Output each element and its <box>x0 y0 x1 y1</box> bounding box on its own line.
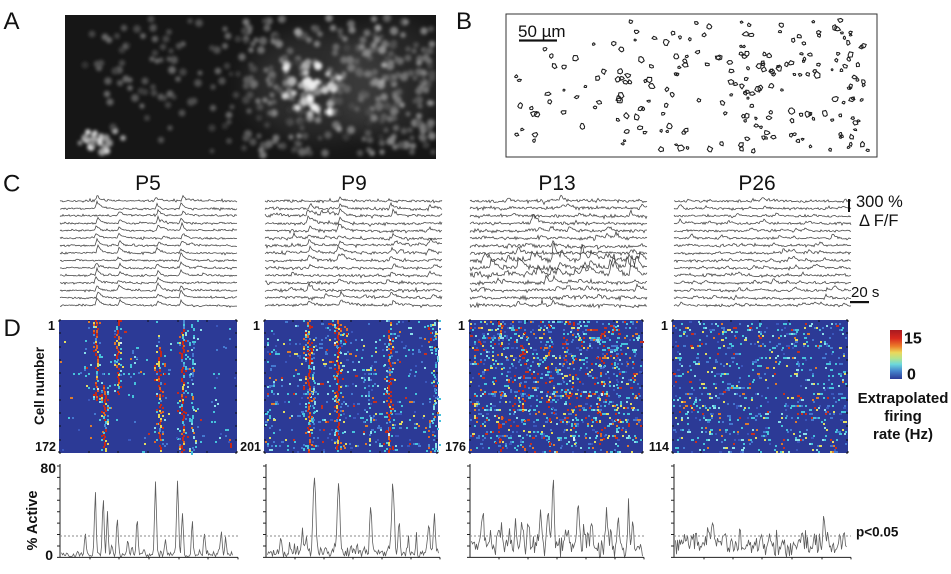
svg-text:0: 0 <box>45 547 53 563</box>
svg-text:B: B <box>456 8 472 35</box>
svg-text:P9: P9 <box>341 172 367 195</box>
svg-text:50 µm: 50 µm <box>518 22 566 41</box>
svg-text:172: 172 <box>35 440 56 454</box>
svg-text:201: 201 <box>240 440 261 454</box>
svg-text:15: 15 <box>904 331 922 348</box>
svg-text:0: 0 <box>907 367 916 384</box>
svg-text:Δ F/F: Δ F/F <box>859 212 898 230</box>
svg-text:1: 1 <box>458 319 465 333</box>
svg-text:rate (Hz): rate (Hz) <box>873 426 933 443</box>
svg-text:D: D <box>4 315 21 342</box>
svg-text:114: 114 <box>649 440 669 454</box>
svg-text:C: C <box>3 170 20 197</box>
svg-text:P13: P13 <box>538 172 575 195</box>
svg-text:176: 176 <box>445 440 466 454</box>
svg-text:1: 1 <box>48 319 55 333</box>
svg-text:20 s: 20 s <box>851 284 879 301</box>
svg-text:80: 80 <box>40 460 56 476</box>
svg-text:1: 1 <box>253 319 260 333</box>
svg-text:300 %: 300 % <box>856 193 903 211</box>
svg-text:% Active: % Active <box>25 491 41 551</box>
svg-text:firing: firing <box>884 408 922 425</box>
svg-text:P5: P5 <box>135 172 161 195</box>
svg-text:1: 1 <box>661 319 668 333</box>
svg-text:Extrapolated: Extrapolated <box>858 390 949 407</box>
svg-text:P26: P26 <box>738 172 775 195</box>
svg-text:p<0.05: p<0.05 <box>856 525 899 540</box>
svg-text:A: A <box>4 8 20 35</box>
svg-text:Cell number: Cell number <box>32 346 47 425</box>
